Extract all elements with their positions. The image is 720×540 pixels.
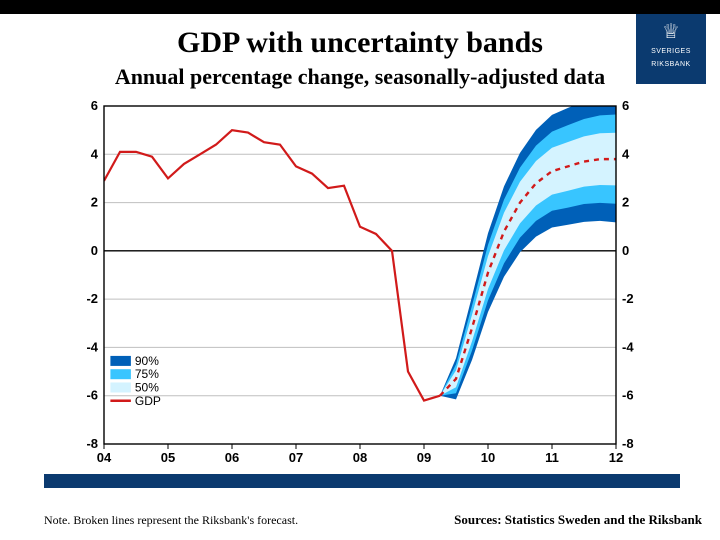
- svg-text:-6: -6: [622, 388, 634, 403]
- svg-text:-2: -2: [622, 291, 634, 306]
- slide-title: GDP with uncertainty bands: [0, 26, 720, 60]
- svg-text:0: 0: [622, 243, 629, 258]
- svg-text:2: 2: [622, 195, 629, 210]
- svg-text:04: 04: [97, 450, 112, 465]
- gdp-chart: -8 -8 -6 -6 -4 -4 -2 -2 0 0 2 2 4 4 6 6 04 05 06 07 08 09 10 11…: [70, 96, 650, 470]
- slide-subtitle: Annual percentage change, seasonally-adj…: [0, 64, 720, 90]
- svg-text:90%: 90%: [135, 354, 159, 368]
- footnote: Note. Broken lines represent the Riksban…: [44, 513, 298, 528]
- slide: ♕ SVERIGES RIKSBANK GDP with uncertainty…: [0, 0, 720, 540]
- svg-text:12: 12: [609, 450, 623, 465]
- svg-text:75%: 75%: [135, 367, 159, 381]
- bottom-divider: [44, 474, 680, 488]
- svg-text:6: 6: [622, 98, 629, 113]
- svg-text:10: 10: [481, 450, 495, 465]
- svg-text:GDP: GDP: [135, 394, 161, 408]
- svg-text:50%: 50%: [135, 380, 159, 394]
- top-divider: [0, 0, 720, 14]
- svg-text:-8: -8: [622, 436, 634, 451]
- svg-text:05: 05: [161, 450, 175, 465]
- sources: Sources: Statistics Sweden and the Riksb…: [454, 512, 702, 528]
- svg-text:06: 06: [225, 450, 239, 465]
- svg-text:09: 09: [417, 450, 431, 465]
- svg-text:11: 11: [545, 450, 559, 465]
- svg-text:4: 4: [622, 146, 630, 161]
- svg-text:-2: -2: [86, 291, 98, 306]
- svg-text:08: 08: [353, 450, 367, 465]
- svg-text:07: 07: [289, 450, 303, 465]
- svg-text:6: 6: [91, 98, 98, 113]
- svg-text:4: 4: [91, 146, 99, 161]
- chart-svg: -8 -8 -6 -6 -4 -4 -2 -2 0 0 2 2 4 4 6 6 04 05 06 07 08 09 10 11…: [70, 96, 650, 470]
- svg-text:0: 0: [91, 243, 98, 258]
- svg-text:-8: -8: [86, 436, 98, 451]
- svg-text:-4: -4: [86, 339, 98, 354]
- svg-text:-4: -4: [622, 339, 634, 354]
- svg-text:-6: -6: [86, 388, 98, 403]
- svg-text:2: 2: [91, 195, 98, 210]
